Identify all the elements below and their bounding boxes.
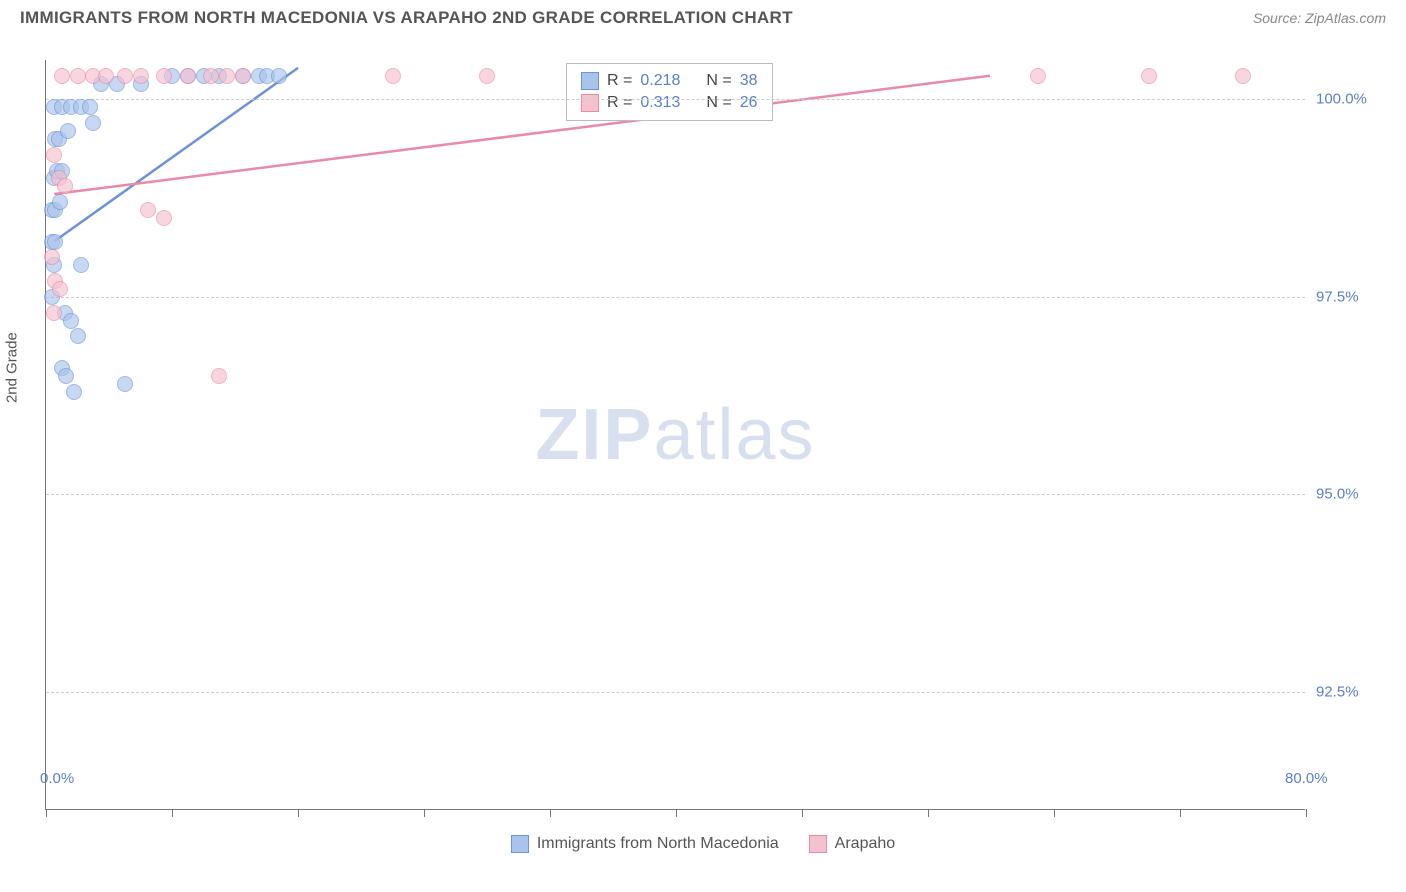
scatter-point — [47, 234, 63, 250]
scatter-point — [1141, 68, 1157, 84]
x-tick-mark — [550, 809, 551, 817]
scatter-point — [203, 68, 219, 84]
scatter-point — [479, 68, 495, 84]
chart-plot-area: ZIPatlas R =0.218N =38R =0.313N =26 100.… — [45, 60, 1305, 810]
chart-source: Source: ZipAtlas.com — [1253, 10, 1386, 26]
gridline — [46, 494, 1305, 495]
y-tick-label: 92.5% — [1316, 683, 1359, 700]
gridline — [46, 99, 1305, 100]
x-tick-mark — [676, 809, 677, 817]
x-tick-mark — [46, 809, 47, 817]
scatter-point — [82, 99, 98, 115]
legend-r-value: 0.218 — [640, 72, 680, 90]
legend-row: R = 0.313 N = 26 — [581, 92, 758, 114]
gridline — [46, 692, 1305, 693]
legend-r-label: R = — [607, 72, 632, 90]
x-tick-mark — [172, 809, 173, 817]
correlation-legend-box: R = 0.218 N = 38 R = 0.313 N = 26 — [566, 63, 773, 121]
scatter-point — [211, 368, 227, 384]
gridline — [46, 297, 1305, 298]
legend-row: R = 0.218 N = 38 — [581, 70, 758, 92]
scatter-point — [140, 202, 156, 218]
scatter-point — [52, 194, 68, 210]
trend-line — [54, 68, 298, 241]
scatter-point — [70, 328, 86, 344]
y-tick-label: 95.0% — [1316, 486, 1359, 503]
x-tick-label-left: 0.0% — [40, 770, 74, 787]
scatter-point — [44, 249, 60, 265]
y-tick-label: 100.0% — [1316, 91, 1367, 108]
scatter-point — [133, 68, 149, 84]
scatter-point — [117, 68, 133, 84]
chart-header: IMMIGRANTS FROM NORTH MACEDONIA VS ARAPA… — [0, 0, 1406, 40]
scatter-point — [235, 68, 251, 84]
scatter-point — [180, 68, 196, 84]
scatter-point — [46, 147, 62, 163]
legend-swatch — [809, 835, 827, 853]
scatter-point — [98, 68, 114, 84]
legend-item: Immigrants from North Macedonia — [511, 835, 779, 853]
x-tick-mark — [424, 809, 425, 817]
legend-r-value: 0.313 — [640, 94, 680, 112]
watermark-atlas: atlas — [653, 395, 815, 475]
scatter-point — [117, 376, 133, 392]
legend-swatch — [581, 94, 599, 112]
scatter-point — [54, 68, 70, 84]
scatter-point — [1030, 68, 1046, 84]
scatter-point — [60, 123, 76, 139]
x-tick-mark — [802, 809, 803, 817]
chart-title: IMMIGRANTS FROM NORTH MACEDONIA VS ARAPA… — [20, 8, 793, 28]
x-tick-label-right: 80.0% — [1285, 770, 1328, 787]
scatter-point — [219, 68, 235, 84]
scatter-point — [46, 305, 62, 321]
legend-n-value: 38 — [740, 72, 758, 90]
scatter-point — [58, 368, 74, 384]
scatter-point — [385, 68, 401, 84]
scatter-point — [52, 281, 68, 297]
legend-swatch — [581, 72, 599, 90]
x-tick-mark — [1054, 809, 1055, 817]
scatter-point — [66, 384, 82, 400]
legend-n-label: N = — [706, 72, 731, 90]
y-axis-label: 2nd Grade — [4, 332, 21, 403]
scatter-point — [1235, 68, 1251, 84]
trend-line — [54, 76, 990, 194]
watermark: ZIPatlas — [535, 394, 815, 476]
legend-n-value: 26 — [740, 94, 758, 112]
x-tick-mark — [1306, 809, 1307, 817]
scatter-point — [271, 68, 287, 84]
legend-n-label: N = — [706, 94, 731, 112]
scatter-point — [156, 68, 172, 84]
scatter-point — [73, 257, 89, 273]
legend-label: Immigrants from North Macedonia — [537, 835, 779, 853]
trend-lines-svg — [46, 60, 1305, 809]
legend-r-label: R = — [607, 94, 632, 112]
series-legend: Immigrants from North Macedonia Arapaho — [0, 835, 1406, 853]
scatter-point — [70, 68, 86, 84]
y-tick-label: 97.5% — [1316, 288, 1359, 305]
x-tick-mark — [298, 809, 299, 817]
scatter-point — [63, 313, 79, 329]
x-tick-mark — [1180, 809, 1181, 817]
watermark-zip: ZIP — [535, 395, 653, 475]
scatter-point — [156, 210, 172, 226]
scatter-point — [57, 178, 73, 194]
legend-item: Arapaho — [809, 835, 896, 853]
scatter-point — [85, 115, 101, 131]
legend-label: Arapaho — [835, 835, 896, 853]
x-tick-mark — [928, 809, 929, 817]
legend-swatch — [511, 835, 529, 853]
